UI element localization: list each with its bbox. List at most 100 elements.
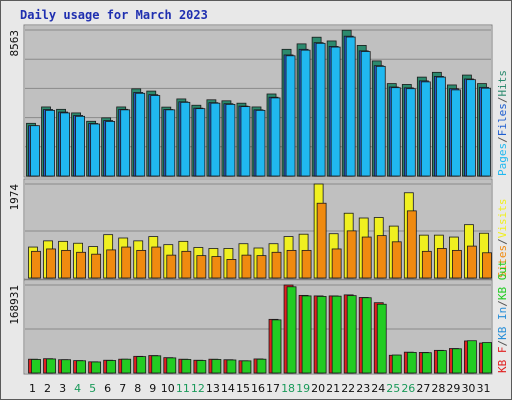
day-label: 23 [356,382,370,395]
legend-item: Sites [496,245,509,278]
day-label: 31 [476,382,490,395]
bar-pages [375,65,386,177]
chart-title: Daily usage for March 2023 [20,8,208,22]
bar-pages [255,109,266,177]
bar-pages [481,87,491,177]
bar-kb-out [391,354,402,374]
legend-item: Visits [496,199,509,239]
bar-sites [376,235,387,279]
bar-pages [165,109,176,177]
day-label: 15 [236,382,250,395]
bar-pages [135,92,146,177]
bar-pages [435,76,446,177]
bar-pages [405,88,416,177]
day-label: 7 [119,382,126,395]
bar-pages [285,55,296,177]
max-value-label: 8563 [8,30,21,57]
bar-pages [420,81,431,177]
legend-item: KB In [496,307,509,340]
bar-kb-out [452,348,462,374]
bar-kb-out [91,361,102,374]
bar-sites [301,249,312,279]
bar-pages [330,46,341,177]
bar-sites [136,249,147,279]
day-label: 20 [311,382,325,395]
day-label: 4 [74,382,81,395]
bar-kb-out [211,359,222,374]
bar-kb-out [31,359,41,374]
bar-sites [316,202,327,279]
bar-pages [300,49,311,177]
day-label: 14 [221,382,235,395]
bar-kb-out [121,358,132,374]
legend: Pages/Files/Hits [496,70,509,176]
bar-sites [106,249,117,279]
panel-visits-sites: 1974 Sites/Visits [8,178,509,280]
bar-pages [390,87,401,177]
bar-sites [151,246,162,279]
day-label: 30 [461,382,475,395]
bar-pages [466,79,476,177]
bar-sites [181,250,192,279]
bar-pages [30,125,40,177]
bar-sites [421,250,432,279]
bar-kb-out [436,350,447,374]
bar-sites [61,249,71,279]
bar-sites [196,255,207,279]
day-axis-labels: 1 2 3 4 5 6 7 8 9 10 11 12 13 14 15 16 17 18 19 20 21 22 23 24 2… [29,382,490,395]
bar-kb-out [61,359,71,374]
bar-pages [45,109,55,177]
bar-kb-out [346,295,357,374]
bar-kb-out [376,303,387,374]
bar-pages [240,106,251,177]
max-value-label: 168931 [8,285,21,325]
day-label: 24 [371,382,385,395]
day-label: 5 [89,382,96,395]
legend-item: / [496,340,509,347]
day-label: 11 [176,382,190,395]
bar-sites [361,236,372,279]
bar-pages [60,112,70,177]
legend-item: / [496,238,509,245]
bar-kb-out [286,286,297,374]
day-label: 1 [29,382,36,395]
bar-kb-out [166,357,177,374]
bar-pages [120,109,131,177]
day-label: 12 [191,382,205,395]
legend-item: / [496,136,509,143]
bar-kb-out [301,295,312,374]
bar-sites [391,241,402,279]
bar-kb-out [46,358,56,374]
legend: Sites/Visits [496,199,509,279]
bar-pages [75,115,85,177]
bar-sites [467,245,477,279]
bar-pages [315,42,326,177]
max-value-label: 1974 [8,184,21,211]
bar-kb-out [467,340,477,374]
day-label: 8 [134,382,141,395]
bar-pages [150,95,161,177]
legend-item: Files [496,103,509,136]
day-label: 17 [266,382,280,395]
day-label: 19 [296,382,310,395]
bar-sites [226,259,237,279]
chart-panels: 8563Pages/Files/Hits1974Sites/Visits1689… [8,24,509,375]
bar-kb-out [271,319,282,374]
legend-item: / [496,97,509,104]
day-label: 6 [104,382,111,395]
day-label: 10 [161,382,175,395]
bar-pages [270,97,281,177]
bar-sites [166,254,177,279]
bar-sites [121,246,132,279]
bar-kb-out [361,297,372,374]
bar-kb-out [316,296,327,374]
bar-pages [210,102,221,177]
bar-sites [271,251,282,279]
bar-kb-out [226,359,237,374]
bar-kb-out [256,358,267,374]
day-label: 18 [281,382,295,395]
bar-kb-out [196,360,207,374]
bar-kb-out [241,360,252,374]
day-label: 22 [341,382,355,395]
